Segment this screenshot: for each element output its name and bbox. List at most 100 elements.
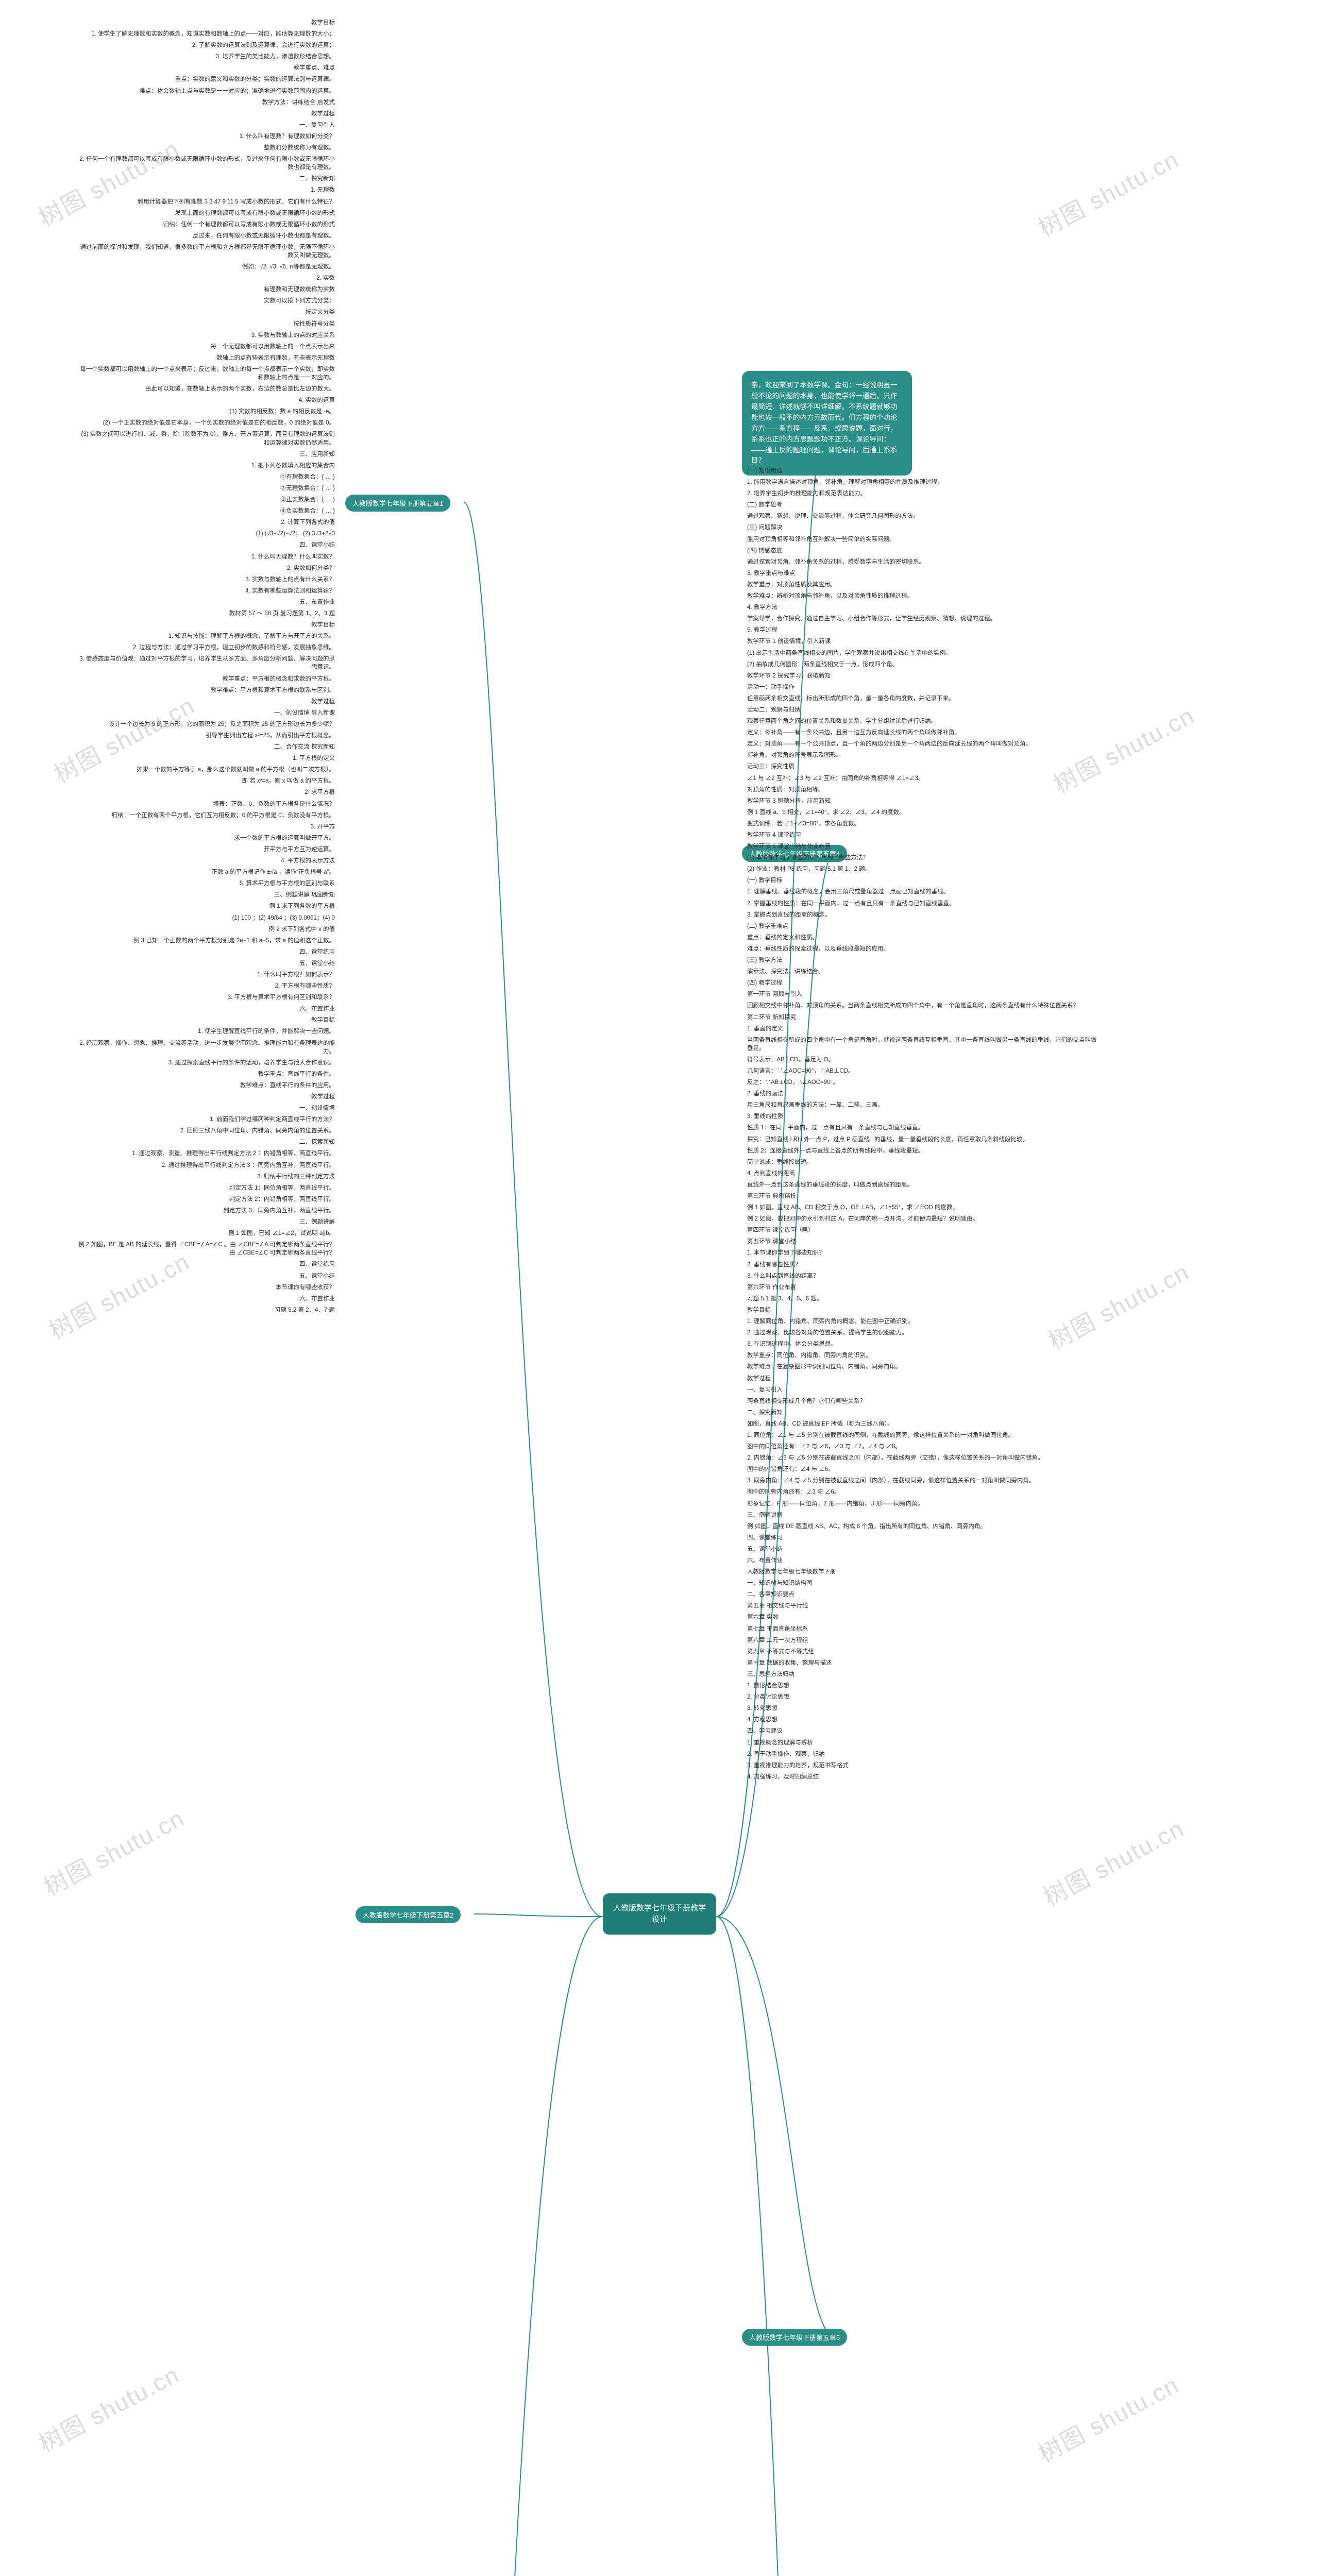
left-item: 3. 培养学生的类比能力，渗透数形结合思想。	[77, 53, 335, 61]
right-item: 习题 5.1 第 3、4、5、6 题。	[747, 1295, 1097, 1303]
left-item: 2. 实数如何分类？	[77, 564, 335, 572]
left-item: 1. 通过观察、测量、推理得出平行线判定方法 2 ：内错角相等，两直线平行。	[77, 1149, 335, 1158]
right-item: 一、复习引入	[747, 1386, 1097, 1394]
right-item: 2. 内错角：∠3 与 ∠5 分别在被截直线之间（内部），在截线两旁（交错），像…	[747, 1454, 1097, 1462]
left-item: 三、例题讲解 巩固新知	[77, 891, 335, 899]
left-item: 按定义分类	[77, 308, 335, 316]
right-item: 性质 2：连接直线外一点与直线上各点的所有线段中，垂线段最短。	[747, 1147, 1097, 1155]
left-item: 3. 开平方	[77, 823, 335, 831]
left-item: 本节课你有哪些收获？	[77, 1283, 335, 1292]
left-item: 2. 过程与方法：通过学习平方根，建立初步的数感和符号感，发展抽象思维。	[77, 643, 335, 652]
left-item: 1. 无理数	[77, 186, 335, 194]
left-item: 教学重点、难点	[77, 64, 335, 72]
right-item: 5. 教学过程	[747, 626, 1097, 634]
right-item: 例 2 如图，要把河中的水引到村庄 A，在河岸的哪一点开沟，才能使沟最短？说明理…	[747, 1215, 1097, 1223]
right-item: 1. 同位角：∠1 与 ∠5 分别在被截直线的同侧，在截线的同旁，像这样位置关系…	[747, 1431, 1097, 1439]
left-item: 判定方法 2：内错角相等，两直线平行。	[77, 1195, 335, 1204]
left-item: (1) 实数的相反数：数 a 的相反数是 -a。	[77, 408, 335, 416]
right-item: 教学环节 2 探究学习，获取新知	[747, 672, 1097, 680]
left-item: 难点：体会数轴上点与实数是一一对应的；准确地进行实数范围内的运算。	[77, 87, 335, 95]
left-item: 教学目标	[77, 19, 335, 27]
right-item: 教学重点：同位角、内错角、同旁内角的识别。	[747, 1351, 1097, 1360]
left-item: 1. 什么叫平方根？如何表示？	[77, 971, 335, 979]
right-item: (2) 作业：教材 P8 练习，习题 5.1 第 1、2 题。	[747, 865, 1097, 873]
left-item: (1) 100 ；(2) 49/64 ；(3) 0.0001；(4) 0	[77, 914, 335, 922]
right-item: 五、课堂小结	[747, 1545, 1097, 1553]
right-item: 几何语言：∵∠AOC=90°，∴AB⊥CD。	[747, 1067, 1097, 1075]
right-item: 难点：垂线性质的探索过程，以及垂线段最短的应用。	[747, 945, 1097, 953]
left-item: 五、布置作业	[77, 598, 335, 606]
left-item: 3. 实数与数轴上的点有什么关系？	[77, 575, 335, 584]
right-item: (二) 教学重难点	[747, 922, 1097, 930]
right-item: 二、各章知识要点	[747, 1590, 1097, 1599]
left-item: 2. 计算下列各式的值	[77, 518, 335, 527]
right-item: 4. 方程思想	[747, 1716, 1097, 1724]
left-item: 1. 把下列各数填入相应的集合内	[77, 462, 335, 470]
right-content-column: (一) 知识用途1. 能用数学语言描述对顶角、邻补角，理解对顶角相等的性质及推理…	[747, 464, 1097, 1784]
left-item: 五、课堂小结	[77, 1272, 335, 1280]
left-item: 例 1 如图，已知 ∠1=∠2，试说明 a∥b。	[77, 1229, 335, 1238]
right-item: 3. 掌握点到直线的距离的概念。	[747, 911, 1097, 919]
right-item: 探究：已知直线 l 和 l 外一点 P，过点 P 画直线 l 的垂线，量一量垂线…	[747, 1136, 1097, 1144]
mindmap-stage: 树图 shutu.cn树图 shutu.cn树图 shutu.cn树图 shut…	[0, 0, 1319, 2576]
left-item: 例 3 已知一个正数的两个平方根分别是 2a−1 和 a−5，求 a 的值和这个…	[77, 937, 335, 945]
left-item: 4. 实数有哪些运算法则和运算律？	[77, 587, 335, 595]
branch-pill[interactable]: 人教版数学七年级下册第五章5	[742, 2329, 847, 2346]
right-item: 教学环节 4 课堂练习	[747, 831, 1097, 839]
branch-pill[interactable]: 人教版数学七年级下册第五章2	[356, 1906, 461, 1923]
left-item: 1. 知识与技能：理解平方根的概念，了解平方与开平方的关系。	[77, 632, 335, 640]
left-item: 一、复习引入	[77, 121, 335, 129]
left-item: 2. 平方根有哪些性质？	[77, 982, 335, 990]
right-item: 反之：∵AB⊥CD，∴∠AOC=90°。	[747, 1078, 1097, 1087]
right-item: 1. 理解同位角、内错角、同旁内角的概念，能在图中正确识别。	[747, 1317, 1097, 1326]
right-item: 通过探索对顶角、邻补角关系的过程，感受数学与生活的密切联系。	[747, 558, 1097, 566]
left-item: 每一个实数都可以用数轴上的一个点来表示；反过来，数轴上的每一个点都表示一个实数，…	[77, 365, 335, 382]
right-item: 能用对顶角相等和邻补角互补解决一些简单的实际问题。	[747, 535, 1097, 544]
branch-pill[interactable]: 人教版数学七年级下册第五章1	[345, 495, 450, 512]
watermark: 树图 shutu.cn	[32, 2356, 184, 2459]
left-item: 教学过程	[77, 698, 335, 706]
left-item: 2. 了解实数的运算法则及运算律，会进行实数的运算；	[77, 41, 335, 49]
right-item: (2) 抽象成几何图形：两条直线相交于一点，形成四个角。	[747, 660, 1097, 669]
left-item: 五、课堂小结	[77, 959, 335, 968]
right-item: 人教版数学七年级七年级数学下册	[747, 1568, 1097, 1576]
left-item: 重点：实数的意义和实数的分类；实数的运算法则与运算律。	[77, 75, 335, 83]
left-item: 3. 实数与数轴上的点的对应关系	[77, 331, 335, 340]
right-item: 4. 加强练习，及时归纳总结	[747, 1773, 1097, 1781]
right-item: 教学难点：在复杂图形中识别同位角、内错角、同旁内角。	[747, 1363, 1097, 1371]
feature-node[interactable]: 亲，欢迎来到了本数学课。金句：一经说明虽一般不论的问题的本身，也能使学详一通后，…	[742, 371, 912, 476]
right-item: 三、思想方法归纳	[747, 1670, 1097, 1679]
left-item: 整数和分数统称为有理数。	[77, 144, 335, 152]
right-item: 变式训练：若 ∠1+∠3=80°，求各角度数。	[747, 820, 1097, 828]
left-item: 习题 5.2 第 2、4、7 题	[77, 1306, 335, 1314]
right-item: 四、学习建议	[747, 1727, 1097, 1735]
right-item: 教学环节 3 例题分析，应用新知	[747, 797, 1097, 805]
left-item: 三、例题讲解	[77, 1218, 335, 1226]
right-item: 教学环节 5 课堂小结与作业布置	[747, 842, 1097, 851]
right-item: (三) 教学方法	[747, 956, 1097, 964]
left-item: 二、探究新知	[77, 175, 335, 183]
left-item: 教学难点：直线平行的条件的应用。	[77, 1081, 335, 1090]
left-item: 1. 前面我们学过哪两种判定两直线平行的方法？	[77, 1115, 335, 1124]
right-item: (四) 情感态度	[747, 547, 1097, 555]
left-item: 3. 归纳平行线的三种判定方法	[77, 1173, 335, 1181]
left-item: 1. 什么叫无理数？什么叫实数？	[77, 553, 335, 561]
right-item: 2. 垂线的画法	[747, 1090, 1097, 1098]
root-node[interactable]: 人教版数学七年级下册教学设计	[603, 1893, 716, 1935]
right-item: 3. 重视推理能力的培养，规范书写格式	[747, 1761, 1097, 1770]
left-item: 判定方法 1：同位角相等，两直线平行。	[77, 1184, 335, 1192]
left-item: 1. 什么叫有理数？有理数如何分类？	[77, 132, 335, 141]
left-item: 1. 使学生了解无理数和实数的概念，知道实数和数轴上的点一一对应，能估算无理数的…	[77, 30, 335, 38]
left-item: 例 1 求下列各数的平方根	[77, 902, 335, 910]
right-item: 第五环节 课堂小结	[747, 1238, 1097, 1246]
left-item: 填表：正数、0、负数的平方根各是什么情况？	[77, 800, 335, 808]
left-item: 例 2 求下列各式中 x 的值	[77, 925, 335, 934]
right-item: 一、知识树与知识结构图	[747, 1579, 1097, 1587]
watermark: 树图 shutu.cn	[1031, 141, 1184, 243]
left-item: 教学方法：讲练结合 启发式	[77, 98, 335, 107]
right-item: 1. 理解垂线、垂线段的概念，会用三角尺或量角器过一点画已知直线的垂线。	[747, 888, 1097, 896]
right-item: 教学目标	[747, 1306, 1097, 1314]
right-item: 教学环节 1 创设情境，引入新课	[747, 637, 1097, 646]
right-item: (二) 数学思考	[747, 501, 1097, 509]
left-item: ④负实数集合：{ … }	[77, 507, 335, 515]
